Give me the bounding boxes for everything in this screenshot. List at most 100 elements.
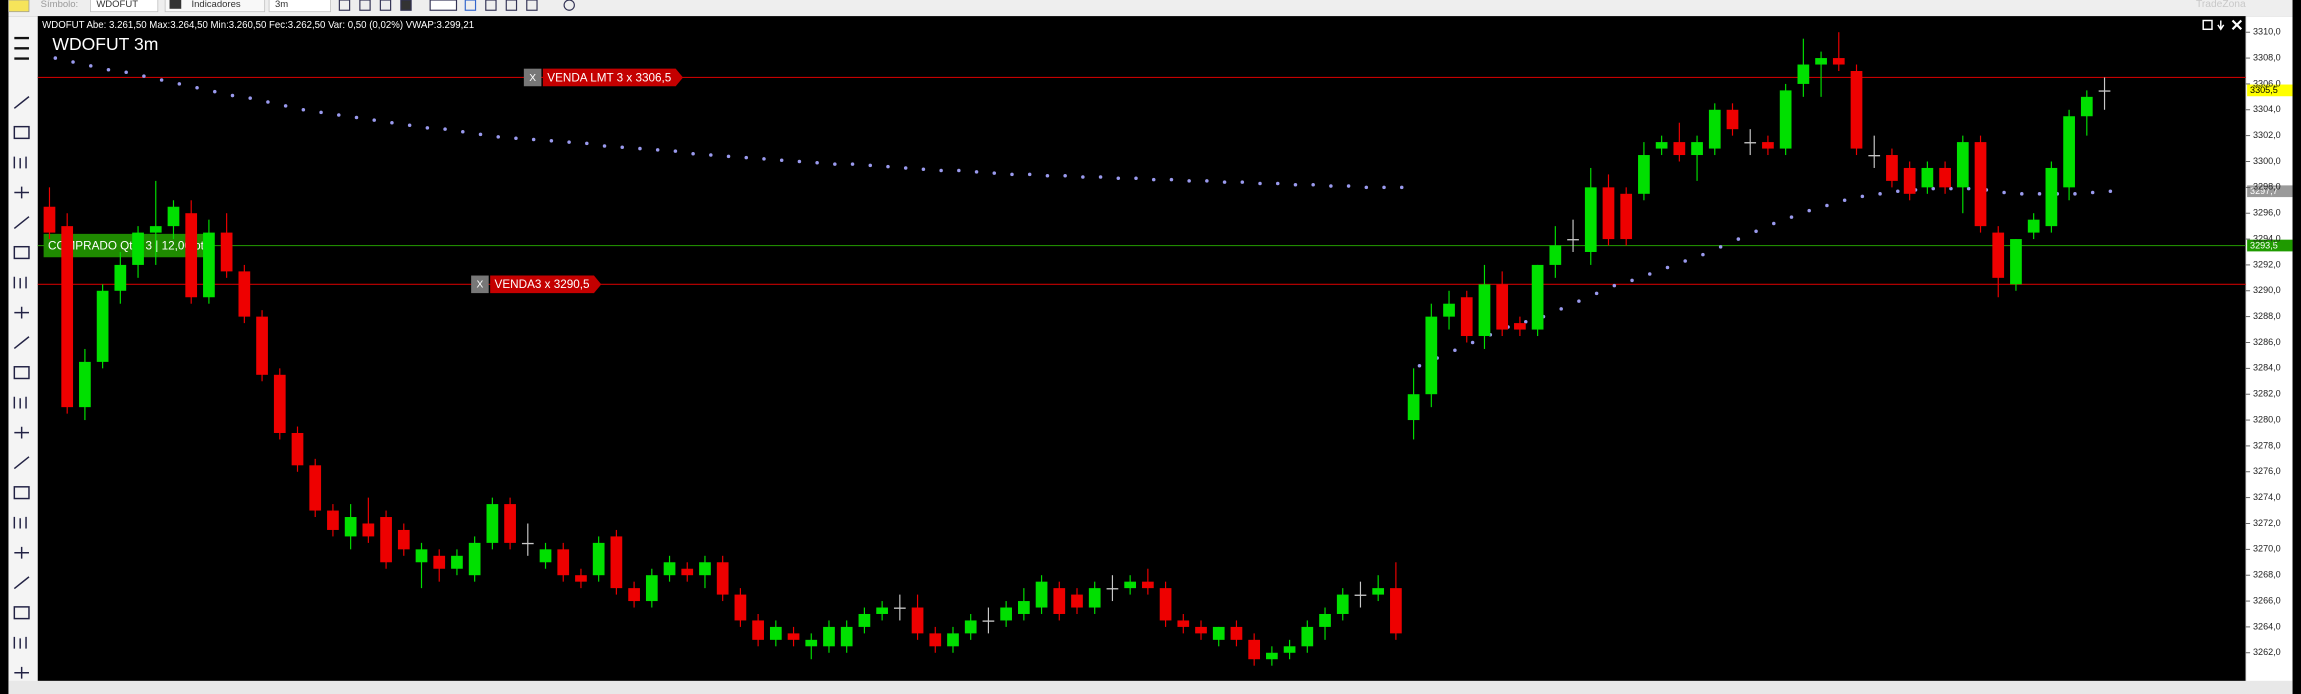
tool-icon[interactable] <box>464 0 477 11</box>
tool-icon[interactable] <box>14 546 29 559</box>
candle-body <box>1549 245 1562 265</box>
y-tick-label: 3308,0 <box>2253 52 2281 62</box>
vwap-dot <box>655 148 660 152</box>
tool-icon[interactable] <box>13 125 30 140</box>
level-tag[interactable] <box>43 233 215 258</box>
price-tag-label: 3293,5 <box>2250 240 2278 250</box>
window-button[interactable] <box>2231 19 2243 31</box>
candle-body <box>1017 601 1030 614</box>
tool-icon[interactable] <box>13 636 27 649</box>
vwap-dot <box>1966 186 1971 191</box>
tool-icon[interactable] <box>563 0 575 11</box>
tool-icon[interactable] <box>13 396 27 409</box>
vwap-dot <box>478 132 483 137</box>
candle-body <box>185 213 198 298</box>
candle-body <box>132 232 144 265</box>
cancel-button[interactable] <box>523 68 542 87</box>
tool-icon[interactable] <box>14 666 29 679</box>
tool-icon[interactable] <box>400 0 412 11</box>
vwap-dot <box>213 89 217 94</box>
window-button[interactable] <box>2202 19 2213 31</box>
candle-body <box>1142 581 1154 589</box>
tool-icon[interactable] <box>485 0 497 11</box>
tool-select[interactable] <box>429 0 458 11</box>
vwap-dot <box>1931 186 1935 191</box>
candle-body <box>1797 64 1810 84</box>
candle-body <box>1372 588 1385 595</box>
vwap-dot <box>638 146 642 151</box>
candle-body <box>2027 219 2040 233</box>
tool-icon[interactable] <box>13 216 30 229</box>
tool-icon[interactable] <box>13 516 27 529</box>
vwap-dot <box>1134 176 1138 181</box>
candle-body <box>1195 626 1207 634</box>
tool-icon[interactable] <box>338 0 351 11</box>
vwap-dot <box>2020 192 2024 196</box>
tool-icon[interactable] <box>13 276 27 289</box>
chart-title: WDOFUT 3m <box>52 34 158 54</box>
tool-icon[interactable] <box>526 0 538 11</box>
tool-icon[interactable] <box>13 245 30 260</box>
vwap-dot <box>1701 252 1705 257</box>
indicators-button[interactable] <box>164 0 266 13</box>
vwap-dot <box>390 120 394 125</box>
y-tick-label: 3284,0 <box>2253 363 2281 373</box>
vwap-dot <box>283 104 288 108</box>
candle-body <box>1478 284 1491 337</box>
vwap-dot <box>2090 190 2095 195</box>
candle-body <box>380 517 392 563</box>
tool-icon[interactable] <box>13 336 30 350</box>
vwap-dot <box>71 60 75 64</box>
vwap-dot <box>1807 208 1811 213</box>
vwap-dot <box>2108 189 2113 193</box>
candle-body <box>1407 394 1420 421</box>
candle-body <box>805 639 818 647</box>
tool-icon[interactable] <box>13 486 30 500</box>
vwap-dot <box>850 162 855 166</box>
vwap-dot <box>1187 179 1191 183</box>
tool-icon[interactable] <box>13 366 30 380</box>
tool-icon[interactable] <box>379 0 392 11</box>
app-icon[interactable] <box>8 0 30 13</box>
candle-body <box>1974 142 1987 227</box>
candle-body <box>1691 142 1703 156</box>
level-tag[interactable] <box>490 275 602 294</box>
vwap-dot <box>1559 307 1563 311</box>
symbol-input[interactable] <box>90 0 159 13</box>
tool-icon[interactable] <box>13 606 30 620</box>
tool-icon[interactable] <box>505 0 518 11</box>
vwap <box>53 56 2113 368</box>
candle-body <box>699 562 711 576</box>
vwap-dot <box>1736 237 1741 241</box>
vwap-dot <box>602 144 607 148</box>
vwap-dot <box>939 168 943 173</box>
vwap-dot <box>230 93 235 98</box>
tags: 3305,5 3297,7 3293,5 <box>2247 84 2293 252</box>
cancel-label: X <box>477 280 484 291</box>
vwap-dot <box>549 139 554 143</box>
tool-icon[interactable] <box>14 426 29 439</box>
vwap-dot <box>744 155 749 160</box>
candle-body <box>1336 594 1349 614</box>
candle-body <box>2080 96 2093 117</box>
tool-icon[interactable] <box>14 306 29 319</box>
tool-icon[interactable] <box>14 186 29 199</box>
timeframe-select[interactable] <box>268 0 331 13</box>
vwap-dot <box>1098 175 1103 179</box>
tool-icon[interactable] <box>13 156 27 169</box>
vwap-dot <box>903 166 908 170</box>
candle-body <box>592 542 605 576</box>
window-button[interactable] <box>2217 20 2225 31</box>
tool-icon[interactable] <box>13 96 30 109</box>
tool-icon[interactable] <box>13 576 30 590</box>
level-tag[interactable] <box>542 68 684 87</box>
cancel-button[interactable] <box>471 275 489 294</box>
tool-icon[interactable] <box>359 0 371 11</box>
vwap-dot <box>1789 215 1794 219</box>
tool-icon[interactable] <box>13 456 30 470</box>
candle-body <box>1779 90 1792 149</box>
vwap-dot <box>1346 184 1351 188</box>
vwap-dot <box>1665 265 1670 270</box>
candle-body <box>486 504 499 543</box>
candle-body <box>415 549 428 563</box>
